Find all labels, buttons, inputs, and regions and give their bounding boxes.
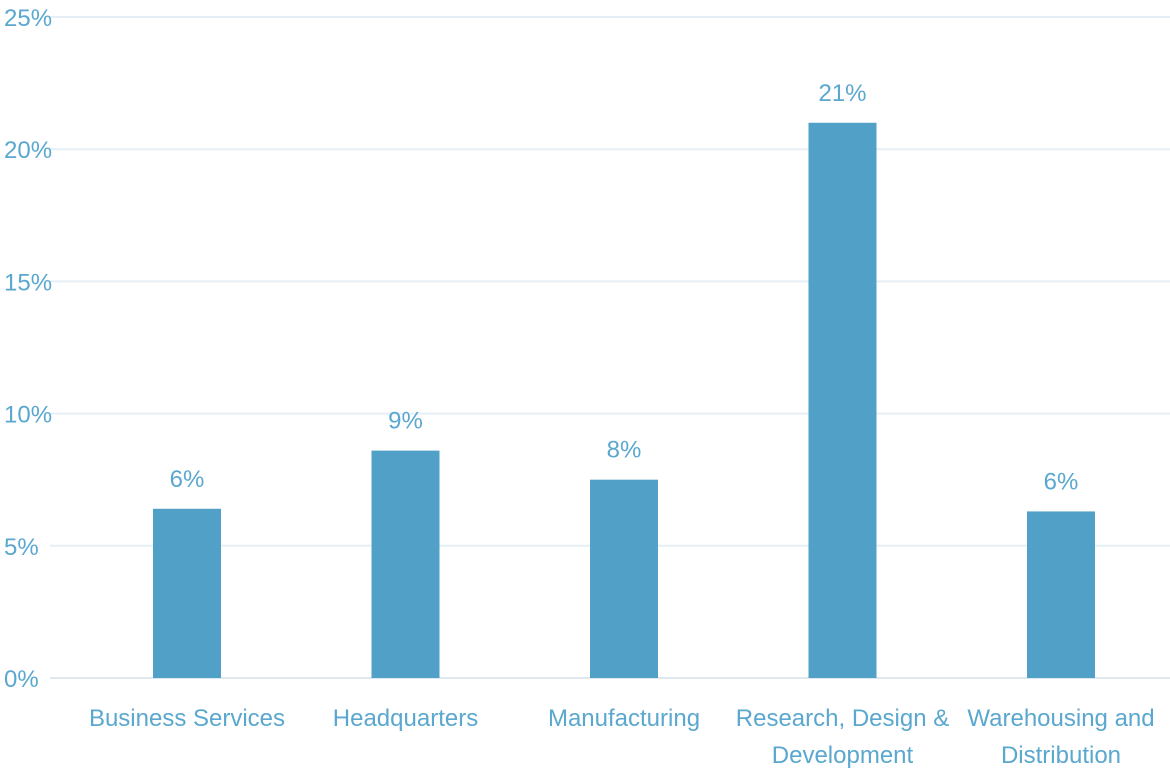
data-labels: 6% 9% 8% 21% 6% (170, 80, 1079, 496)
y-tick-label: 10% (4, 402, 52, 429)
data-label: 8% (607, 437, 642, 464)
data-label: 6% (170, 466, 205, 493)
y-tick-label: 25% (4, 5, 52, 32)
x-category-label: Manufacturing (548, 705, 700, 732)
y-tick-label: 5% (4, 534, 39, 561)
x-category-label: Headquarters (333, 705, 478, 732)
x-category-label: Distribution (1001, 742, 1121, 769)
y-tick-label: 15% (4, 269, 52, 296)
bar (808, 122, 877, 678)
y-tick-label: 0% (4, 666, 39, 693)
x-category-label: Business Services (89, 705, 285, 732)
bars (153, 122, 1095, 678)
data-label: 6% (1044, 468, 1079, 495)
gridlines (50, 16, 1170, 679)
data-label: 21% (818, 80, 866, 107)
data-label: 9% (388, 408, 423, 435)
x-category-label: Development (772, 742, 914, 769)
bar (590, 479, 658, 678)
bar (371, 450, 440, 678)
y-axis-tick-labels: 0% 5% 10% 15% 20% 25% (4, 5, 52, 693)
x-category-label: Warehousing and (967, 705, 1154, 732)
bar (1027, 511, 1095, 678)
x-category-label: Research, Design & (736, 705, 949, 732)
bar (153, 508, 221, 678)
x-axis-category-labels: Business Services Headquarters Manufacturi… (89, 705, 1155, 769)
y-tick-label: 20% (4, 137, 52, 164)
